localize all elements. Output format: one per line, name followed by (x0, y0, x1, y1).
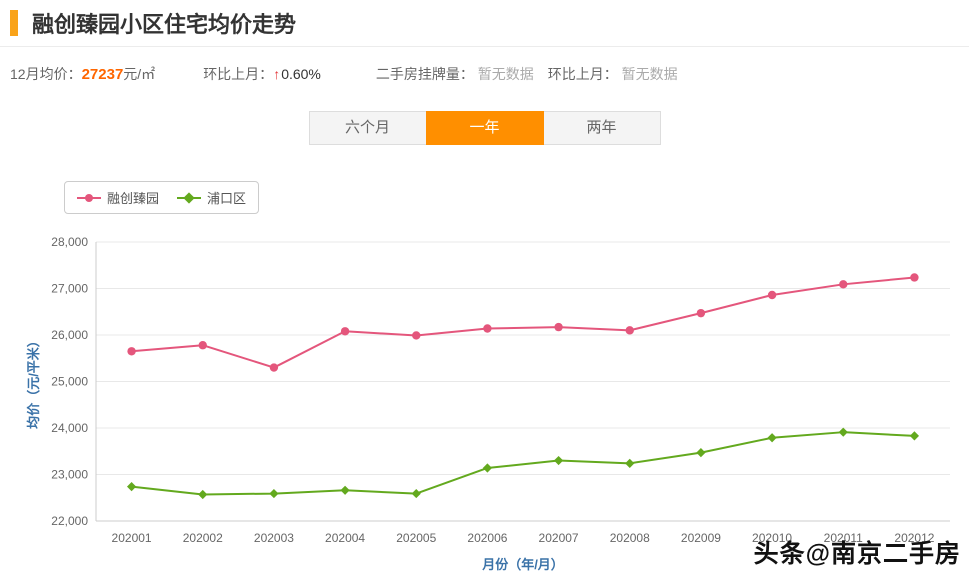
svg-text:202004: 202004 (325, 531, 365, 545)
listings-mom-group: 环比上月： 暂无数据 (548, 64, 678, 84)
svg-text:月份（年/月）: 月份（年/月） (481, 557, 564, 572)
svg-text:26,000: 26,000 (51, 328, 88, 342)
svg-text:202008: 202008 (610, 531, 650, 545)
stats-row: 12月均价： 27237 元/㎡ 环比上月： ↑ 0.60% 二手房挂牌量： 暂无数据 … (0, 64, 969, 84)
listings-mom-value: 暂无数据 (621, 66, 678, 82)
svg-text:202009: 202009 (681, 531, 721, 545)
svg-text:202001: 202001 (112, 531, 152, 545)
svg-text:202002: 202002 (183, 531, 223, 545)
svg-text:202006: 202006 (467, 531, 507, 545)
svg-text:22,000: 22,000 (51, 514, 88, 528)
green-line-diamond-icon (177, 191, 202, 204)
up-arrow-icon: ↑ (273, 66, 281, 82)
price-chart-svg[interactable]: 22,000 23,000 24,000 25,000 26,000 27,000 28,0… (8, 229, 960, 572)
price-trend-chart[interactable]: 22,000 23,000 24,000 25,000 26,000 27,000 28,0… (8, 229, 960, 572)
listings-value: 暂无数据 (477, 66, 534, 82)
page-header: 融创臻园小区住宅均价走势 (0, 0, 969, 47)
legend-label-district: 浦口区 (207, 191, 247, 206)
svg-text:202007: 202007 (539, 531, 579, 545)
svg-text:202003: 202003 (254, 531, 294, 545)
watermark: 头条@南京二手房 (753, 540, 961, 568)
svg-text:202010: 202010 (752, 531, 792, 545)
mom-group: 环比上月： ↑ 0.60% (203, 64, 321, 84)
legend-label-community: 融创臻园 (107, 191, 160, 206)
svg-text:202012: 202012 (894, 531, 934, 545)
month-price-group: 12月均价： 27237 元/㎡ (10, 64, 155, 84)
tab-one-year[interactable]: 一年 (425, 111, 544, 145)
svg-text:24,000: 24,000 (51, 421, 88, 435)
tab-six-months[interactable]: 六个月 (308, 111, 427, 145)
accent-bar (10, 10, 18, 36)
month-price-label: 12月均价： (10, 66, 82, 82)
period-tabs: 六个月 一年 两年 (0, 111, 969, 145)
svg-text:23,000: 23,000 (51, 468, 88, 482)
month-price-unit: 元/㎡ (123, 66, 156, 82)
listings-group: 二手房挂牌量： 暂无数据 (376, 64, 534, 84)
svg-text:27,000: 27,000 (51, 282, 88, 296)
month-price-value: 27237 (81, 65, 124, 83)
pink-line-dot-icon (77, 193, 101, 202)
chart-legend: 融创臻园 浦口区 (64, 181, 260, 214)
legend-item-community[interactable]: 融创臻园 (77, 188, 159, 207)
svg-text:202011: 202011 (824, 531, 863, 545)
svg-text:25,000: 25,000 (51, 375, 88, 389)
page-title: 融创臻园小区住宅均价走势 (32, 12, 297, 37)
legend-item-district[interactable]: 浦口区 (177, 188, 246, 207)
svg-text:28,000: 28,000 (51, 235, 88, 249)
svg-text:202005: 202005 (396, 531, 436, 545)
tab-two-years[interactable]: 两年 (542, 111, 661, 145)
mom-value: 0.60% (281, 66, 321, 82)
listings-label: 二手房挂牌量： (375, 66, 474, 82)
svg-text:均价（元/平米）: 均价（元/平米） (26, 334, 41, 429)
mom-label: 环比上月： (203, 66, 274, 82)
listings-mom-label: 环比上月： (547, 66, 618, 82)
